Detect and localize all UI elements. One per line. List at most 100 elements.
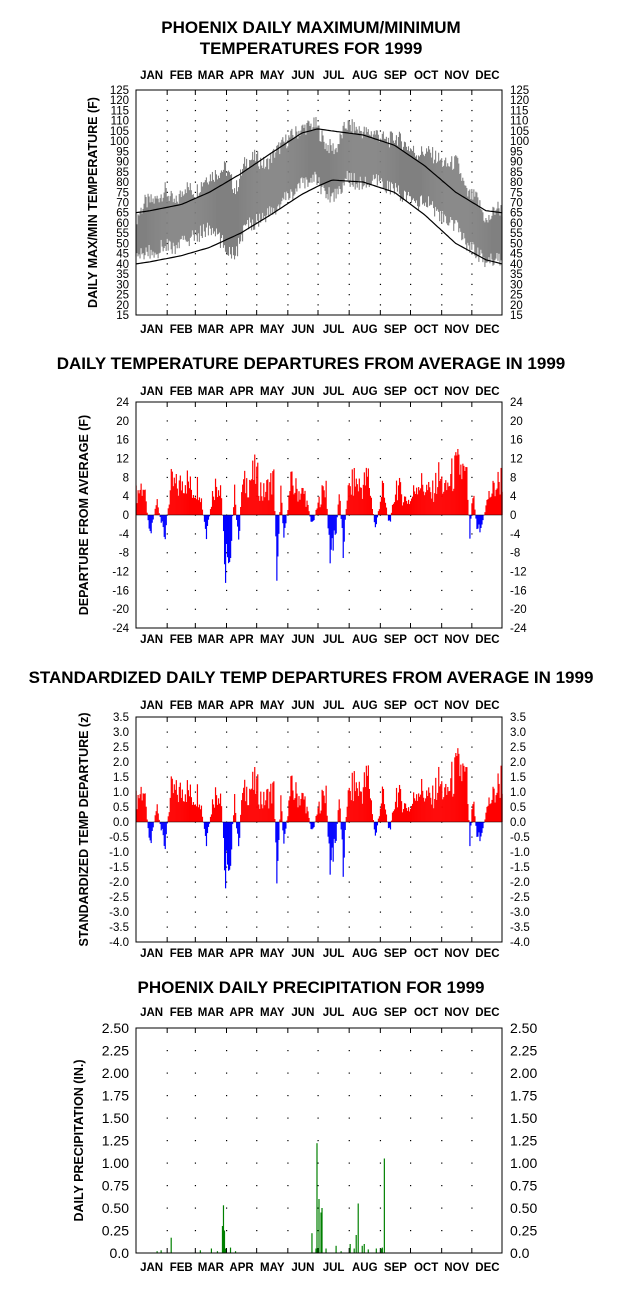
grid-dot [348, 761, 350, 763]
departure-bar-positive [490, 803, 492, 822]
departure-bar-positive [234, 484, 236, 515]
departure-bar-positive [259, 808, 261, 822]
departure-bar-positive [391, 812, 394, 822]
y-tick-label-left: 2.5 [113, 742, 129, 754]
y-tick-label-left: -2.5 [109, 892, 129, 904]
grid-dot [379, 1162, 382, 1164]
month-label-bottom: JAN [140, 1262, 163, 1274]
grid-dot [441, 273, 443, 275]
y-tick-label-left: 1.5 [113, 772, 129, 784]
departure-bar-negative [341, 515, 343, 529]
departure-bar-positive [368, 487, 370, 515]
grid-dot [410, 866, 412, 868]
grid-dot [471, 1140, 473, 1142]
grid-dot [225, 571, 228, 573]
grid-dot [287, 761, 289, 763]
departure-bar-negative [152, 515, 154, 520]
grid-dot [317, 1050, 319, 1052]
departure-bar-positive [415, 493, 417, 515]
departure-bar-negative [275, 515, 277, 537]
grid-dot [166, 926, 168, 928]
departure-bar-positive [450, 473, 452, 515]
grid-dot [317, 420, 319, 422]
departure-bar-positive [209, 816, 212, 822]
month-label-top: SEP [384, 700, 407, 712]
y-tick-label-right: -24 [510, 623, 527, 635]
departure-bar-negative [375, 515, 378, 525]
grid-dot [317, 476, 319, 479]
grid-dot [441, 533, 443, 535]
grid-dot [287, 896, 289, 898]
departure-bar-positive [419, 796, 421, 822]
grid-dot [256, 896, 258, 898]
departure-bar-positive [212, 496, 215, 515]
grid-dot [471, 851, 473, 853]
grid-dot [166, 140, 168, 142]
grid-dot [166, 1072, 168, 1074]
departure-bar-positive [435, 777, 437, 822]
departure-bar-positive [378, 509, 381, 515]
grid-dot [287, 571, 289, 573]
grid-dot [441, 1207, 443, 1209]
y-tick-label-right: -2.5 [510, 892, 530, 904]
departure-bar-positive [301, 792, 303, 822]
departure-bar-negative [206, 515, 209, 526]
grid-dot [379, 263, 382, 265]
departure-bar-positive [139, 794, 141, 822]
y-tick-label-left: 3.0 [113, 727, 129, 739]
departure-bar-positive [438, 766, 440, 822]
grid-dot [317, 589, 319, 592]
y-tick-label-left: 80 [116, 177, 129, 189]
departure-bar-positive [411, 498, 413, 515]
departure-bar-positive [358, 781, 360, 822]
departure-bar-negative [343, 822, 345, 858]
departure-bar-positive [196, 476, 199, 515]
grid-dot [471, 1050, 473, 1052]
y-tick-label-right: 1.5 [510, 772, 526, 784]
departure-bar-negative [276, 515, 278, 581]
grid-dot [348, 212, 350, 214]
departure-bar-positive [173, 477, 175, 515]
month-label-top: DEC [475, 386, 499, 398]
departure-bar-negative [311, 822, 313, 830]
month-label-top: JUN [291, 386, 314, 398]
month-label-bottom: JUN [291, 948, 314, 960]
grid-dot [410, 1162, 412, 1164]
month-label-top: AUG [352, 700, 378, 712]
departure-bar-positive [382, 483, 385, 515]
departure-bar-negative [284, 515, 286, 528]
departure-bar-positive [405, 808, 408, 822]
departure-bar-positive [431, 804, 433, 822]
departure-bar-positive [199, 502, 202, 515]
departure-bar-positive [412, 803, 414, 822]
grid-dot [194, 746, 197, 748]
month-label-top: APR [229, 386, 254, 398]
departure-bar-positive [369, 798, 371, 822]
grid-dot [471, 1185, 473, 1187]
grid-dot [194, 1230, 197, 1232]
y-tick-label-left: -8 [119, 548, 129, 560]
grid-dot [287, 202, 289, 204]
departure-bar-positive [356, 484, 358, 515]
grid-dot [348, 1072, 350, 1074]
grid-dot [379, 222, 382, 224]
departure-bar-negative [230, 822, 232, 866]
grid-dot [348, 911, 350, 913]
departure-bar-negative [282, 515, 284, 524]
departure-bar-negative [470, 822, 472, 826]
departure-bar-positive [193, 804, 196, 822]
grid-dot [194, 776, 197, 778]
y-tick-label-right: 3.0 [510, 727, 526, 739]
departure-bar-positive [497, 773, 499, 822]
grid-dot [348, 866, 350, 868]
grid-dot [287, 1140, 289, 1142]
grid-dot [166, 191, 168, 193]
y-tick-label-left: -3.0 [109, 907, 129, 919]
grid-dot [317, 263, 319, 265]
departure-bar-positive [413, 485, 415, 515]
grid-dot [287, 242, 289, 245]
month-label-bottom: OCT [414, 948, 438, 960]
grid-dot [410, 776, 412, 778]
grid-dot [471, 181, 473, 183]
departure-bar-positive [401, 505, 404, 515]
